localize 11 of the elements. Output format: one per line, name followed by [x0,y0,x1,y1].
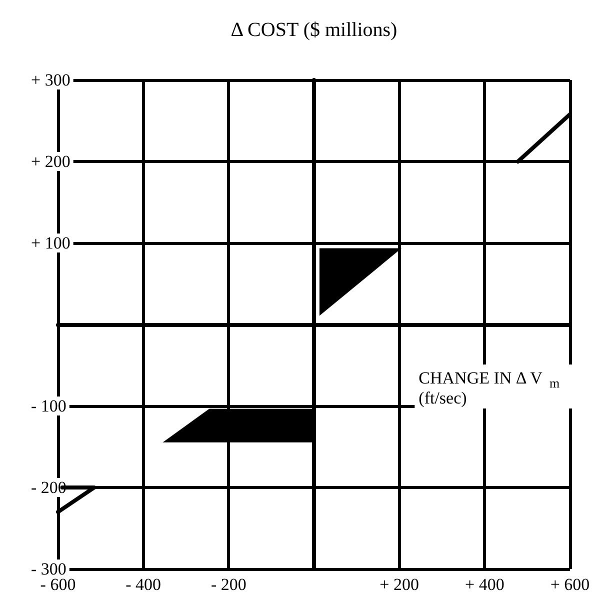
x-tick-label: + 400 [464,575,504,594]
x-tick-label: - 400 [126,575,162,594]
x-tick-label: + 200 [380,575,420,594]
y-tick-label: - 300 [31,560,66,578]
y-tick-label: + 200 [31,152,70,171]
y-axis-title: Δ COST ($ millions) [230,19,398,41]
y-tick-label: - 100 [31,396,66,416]
x-tick-label: - 200 [210,575,246,594]
y-tick-label: + 100 [31,234,70,252]
x-tick-label: + 600 [550,575,590,594]
y-tick-label: + 300 [31,70,70,90]
